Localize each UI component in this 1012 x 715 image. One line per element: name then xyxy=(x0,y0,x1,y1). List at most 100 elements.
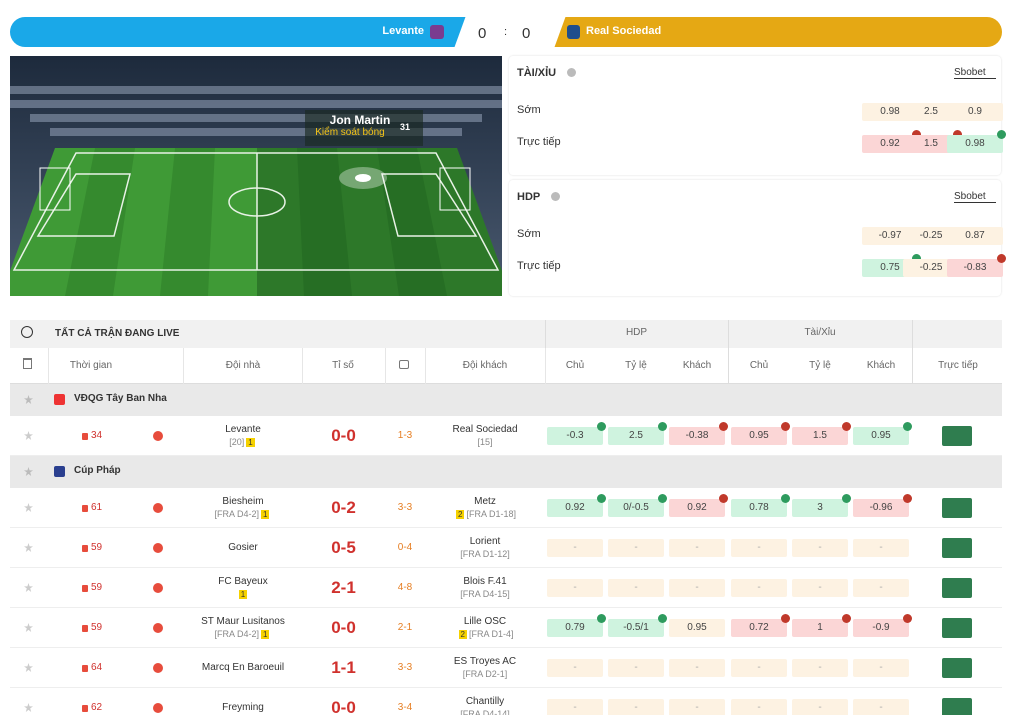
odds-cell[interactable]: 0/-0.5 xyxy=(608,494,667,517)
odds-cell[interactable]: - xyxy=(853,579,909,597)
odds-cell[interactable]: 0.92 xyxy=(669,494,728,517)
score: 2-1 xyxy=(331,578,356,597)
trend-badge xyxy=(597,614,606,623)
home-score: 0 xyxy=(478,25,487,42)
odds-cell[interactable]: - xyxy=(853,699,909,715)
live-button[interactable] xyxy=(942,538,972,558)
odds-cell[interactable]: - xyxy=(547,659,603,677)
star-icon[interactable] xyxy=(24,663,33,672)
odds-cell[interactable]: - xyxy=(608,699,664,715)
odds-cell[interactable]: - xyxy=(731,699,787,715)
star-icon[interactable] xyxy=(24,583,33,592)
player-action: Kiểm soát bóng xyxy=(315,127,385,138)
star-icon[interactable] xyxy=(24,467,33,476)
odds-cell[interactable]: 0.78 xyxy=(731,494,790,517)
odds-cell[interactable]: - xyxy=(669,539,725,557)
star-icon[interactable] xyxy=(24,431,33,440)
odds-cell[interactable]: -0.5/1 xyxy=(608,614,667,637)
away-info: [FRA D1-18] xyxy=(466,509,516,519)
odds-cell[interactable]: 0.95 xyxy=(853,422,912,445)
match-minute: 59 xyxy=(91,582,103,593)
odds-cell[interactable]: - xyxy=(792,659,848,677)
play-icon[interactable] xyxy=(153,503,163,513)
away-info-line: 2 [FRA D1-4] xyxy=(425,629,545,639)
star-icon[interactable] xyxy=(24,503,33,512)
live-button[interactable] xyxy=(942,618,972,638)
odds-cell[interactable]: 0.9 xyxy=(947,103,1003,121)
odds-cell[interactable]: - xyxy=(792,539,848,557)
odds-cell[interactable]: -0.96 xyxy=(853,494,912,517)
play-icon[interactable] xyxy=(153,623,163,633)
star-icon[interactable] xyxy=(24,703,33,712)
odds-cell[interactable]: 0.79 xyxy=(547,614,606,637)
star-icon[interactable] xyxy=(24,623,33,632)
play-icon[interactable] xyxy=(153,583,163,593)
home-info: [FRA D4-2] xyxy=(214,509,260,519)
odds-cell[interactable]: - xyxy=(608,579,664,597)
odds-cell[interactable]: 0.87 xyxy=(947,227,1003,245)
odds-cell[interactable]: 2.5 xyxy=(903,103,959,121)
odds-cell[interactable]: - xyxy=(853,539,909,557)
match-minute: 59 xyxy=(91,622,103,633)
odds-cell[interactable]: - xyxy=(669,579,725,597)
odds-cell[interactable]: - xyxy=(792,579,848,597)
live-button[interactable] xyxy=(942,426,972,446)
odds-cell[interactable]: - xyxy=(792,699,848,715)
odds-cell[interactable]: -0.83 xyxy=(947,254,1006,277)
odds-cell[interactable]: - xyxy=(608,539,664,557)
bookmaker-select[interactable]: Sbobet xyxy=(954,67,996,79)
odds-cell[interactable]: - xyxy=(669,659,725,677)
live-button[interactable] xyxy=(942,698,972,715)
odds-cell[interactable]: 0.92 xyxy=(547,494,606,517)
star-icon[interactable] xyxy=(24,395,33,404)
odds-cell[interactable]: 3 xyxy=(792,494,851,517)
odds-cell[interactable]: 0.95 xyxy=(731,422,790,445)
live-button[interactable] xyxy=(942,578,972,598)
live-dot xyxy=(82,585,88,592)
odds-cell[interactable]: - xyxy=(669,699,725,715)
live-button[interactable] xyxy=(942,658,972,678)
bookmaker-select[interactable]: Sbobet xyxy=(954,191,996,203)
odds-cell[interactable]: -0.3 xyxy=(547,422,606,445)
play-icon[interactable] xyxy=(153,543,163,553)
odds-cell[interactable]: -0.25 xyxy=(903,259,959,277)
match-row[interactable] xyxy=(10,568,1002,608)
odds-cell[interactable]: - xyxy=(608,659,664,677)
match-row[interactable] xyxy=(10,488,1002,528)
odds-cell[interactable]: 1.5 xyxy=(792,422,851,445)
match-bar: Levante 0 : 0 Real Sociedad xyxy=(10,17,1002,47)
odds-cell[interactable]: - xyxy=(853,659,909,677)
odds-cell[interactable]: - xyxy=(547,699,603,715)
odds-cell[interactable]: - xyxy=(731,659,787,677)
score-band xyxy=(454,17,566,47)
odds-cell[interactable]: - xyxy=(731,579,787,597)
trend-badge xyxy=(953,130,962,139)
odds-cell[interactable]: - xyxy=(547,579,603,597)
play-icon[interactable] xyxy=(153,663,163,673)
match-row[interactable] xyxy=(10,608,1002,648)
play-icon[interactable] xyxy=(153,431,163,441)
home-team: FC Bayeux xyxy=(218,576,268,587)
match-row[interactable] xyxy=(10,648,1002,688)
play-icon[interactable] xyxy=(153,703,163,713)
odds-cell[interactable]: - xyxy=(547,539,603,557)
odds-cell[interactable]: -0.38 xyxy=(669,422,728,445)
odds-cell[interactable]: 2.5 xyxy=(608,422,667,445)
table-head xyxy=(10,320,1002,348)
match-row[interactable] xyxy=(10,416,1002,456)
match-row[interactable] xyxy=(10,528,1002,568)
live-button[interactable] xyxy=(942,498,972,518)
odds-cell[interactable]: -0.25 xyxy=(903,227,959,245)
odds-cell[interactable]: 0.95 xyxy=(669,619,725,637)
odds-cell[interactable]: 1 xyxy=(792,614,851,637)
odds-cell[interactable]: 0.98 xyxy=(947,130,1006,153)
odds-cell[interactable]: -0.9 xyxy=(853,614,912,637)
star-icon[interactable] xyxy=(24,543,33,552)
odds-cell[interactable]: 0.72 xyxy=(731,614,790,637)
away-score: 0 xyxy=(522,25,531,42)
card-badge: 2 xyxy=(458,630,467,639)
odds-cell[interactable]: 1.5 xyxy=(903,130,962,153)
odds-cell[interactable]: - xyxy=(731,539,787,557)
trash-icon[interactable] xyxy=(23,358,32,369)
corners: 2-1 xyxy=(397,622,413,633)
